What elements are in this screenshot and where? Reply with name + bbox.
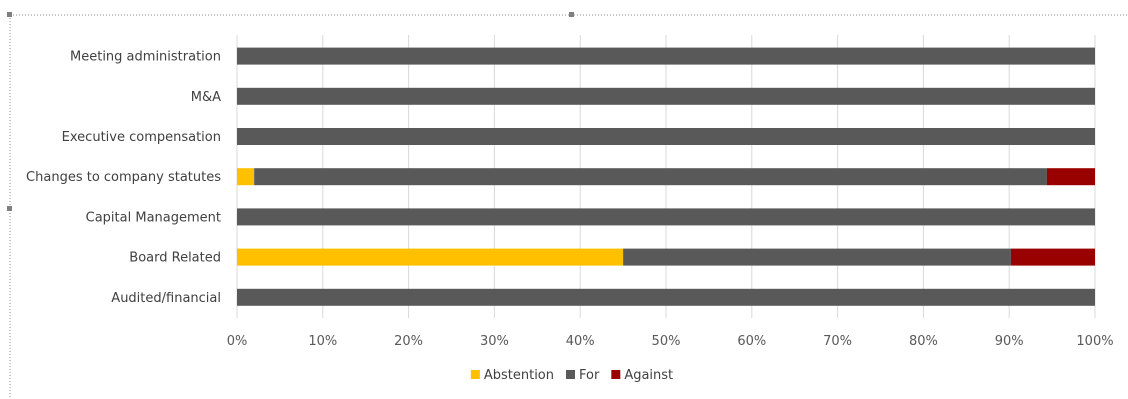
bar-abstention-board-related[interactable] xyxy=(237,248,624,266)
category-label-audited-financial: Audited/financial xyxy=(111,291,221,306)
category-label-changes-to-company-statutes: Changes to company statutes xyxy=(26,170,221,185)
category-label-m-a: M&A xyxy=(191,90,221,105)
legend: Abstention For Against xyxy=(470,368,673,383)
x-tick-label: 100% xyxy=(1076,334,1113,349)
bar-for-m-a[interactable] xyxy=(237,87,1095,105)
legend-item-for[interactable]: For xyxy=(566,368,600,383)
bar-abstention-changes-to-company-statutes[interactable] xyxy=(237,168,255,186)
legend-swatch-abstention xyxy=(470,370,480,379)
legend-label-abstention: Abstention xyxy=(484,368,554,383)
legend-label-against: Against xyxy=(624,368,673,383)
x-axis-tick-labels: 0% 10% 20% 30% 40% 50% 60% 70% 80% 90% 100% xyxy=(227,334,1114,349)
x-tick-label: 0% xyxy=(227,334,248,349)
x-tick-label: 30% xyxy=(480,334,509,349)
category-label-executive-compensation: Executive compensation xyxy=(62,130,221,145)
bar-for-meeting-administration[interactable] xyxy=(237,47,1095,65)
legend-item-against[interactable]: Against xyxy=(611,368,673,383)
bar-against-board-related[interactable] xyxy=(1010,248,1095,266)
bar-for-capital-management[interactable] xyxy=(237,208,1095,226)
x-tick-label: 70% xyxy=(823,334,852,349)
legend-label-for: For xyxy=(579,368,600,383)
legend-swatch-for xyxy=(566,370,575,379)
bar-for-board-related[interactable] xyxy=(623,248,1011,266)
x-tick-label: 10% xyxy=(308,334,337,349)
x-tick-label: 20% xyxy=(394,334,423,349)
bar-against-changes-to-company-statutes[interactable] xyxy=(1046,168,1095,186)
legend-item-abstention[interactable]: Abstention xyxy=(470,368,554,383)
category-label-board-related: Board Related xyxy=(129,251,221,266)
x-tick-label: 40% xyxy=(566,334,595,349)
bar-for-changes-to-company-statutes[interactable] xyxy=(254,168,1047,186)
bar-for-executive-compensation[interactable] xyxy=(237,128,1095,145)
resize-handle-top-middle[interactable] xyxy=(569,12,574,17)
bar-for-audited-financial[interactable] xyxy=(237,288,1095,306)
x-tick-label: 80% xyxy=(909,334,938,349)
category-label-capital-management: Capital Management xyxy=(86,210,221,225)
x-tick-label: 50% xyxy=(652,334,681,349)
x-tick-label: 90% xyxy=(995,334,1024,349)
resize-handle-top-left[interactable] xyxy=(7,12,12,17)
bars xyxy=(237,47,1095,306)
legend-swatch-against xyxy=(611,370,621,379)
resize-handle-middle-left[interactable] xyxy=(7,206,12,211)
x-tick-label: 60% xyxy=(737,334,766,349)
category-labels: Meeting administration M&A Executive compe… xyxy=(26,50,221,306)
category-label-meeting-administration: Meeting administration xyxy=(70,50,221,65)
